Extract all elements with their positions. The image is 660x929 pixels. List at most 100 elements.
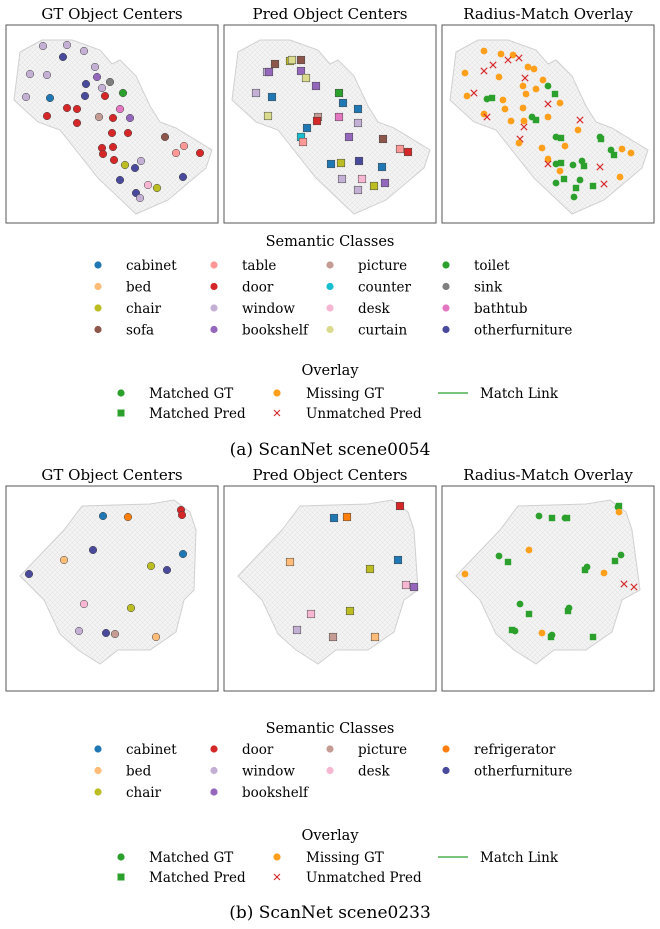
legend-door-label: door (242, 280, 274, 296)
legend-desk-label: desk (358, 301, 391, 317)
point-matched-pred (488, 94, 496, 102)
legend-chair-marker (94, 304, 102, 312)
point-door (395, 501, 405, 511)
legend-door-label: door (242, 742, 274, 758)
legend-match-link-label-b: Match Link (480, 850, 559, 866)
point-unmatched-pred (515, 54, 523, 62)
point-unmatched-pred (504, 56, 512, 64)
point-missing-gt (461, 570, 469, 578)
point-missing-gt (618, 145, 626, 153)
point-matched-pred (504, 558, 512, 566)
point-missing-gt (539, 76, 547, 84)
point-matched-pred (610, 151, 618, 159)
point-picture (94, 112, 104, 122)
legend-missing-gt-label: Missing GT (306, 386, 384, 402)
legend-door-marker (210, 745, 218, 753)
point-window (251, 88, 261, 98)
point-cabinet (393, 555, 403, 565)
legend-window-marker (210, 766, 218, 775)
point-unmatched-pred (544, 100, 552, 108)
overlay-legend-a: Matched GT Missing GT Match Link Matched… (117, 386, 559, 422)
point-cabinet (267, 92, 277, 102)
point-window (97, 83, 107, 93)
legend-matched-pred-marker (117, 409, 125, 417)
point-missing-gt (519, 104, 527, 112)
legend-match-link-label: Match Link (480, 386, 559, 402)
point-missing-gt (520, 117, 528, 125)
overlay-legend-b: Matched GT Missing GT Match Link Matched… (117, 850, 559, 886)
point-window (62, 40, 72, 50)
point-matched-gt (544, 82, 552, 90)
point-chair (146, 561, 156, 571)
point-missing-gt (524, 63, 532, 71)
point-cabinet (178, 549, 188, 559)
panel-a-overlay (441, 24, 655, 224)
point-otherfurniture (115, 175, 125, 185)
point-matched-gt (516, 600, 524, 608)
floor-map-a-overlay (449, 39, 649, 215)
point-bookshelf (344, 132, 354, 142)
legend-toilet-label: toilet (474, 258, 510, 274)
point-unmatched-pred (470, 89, 478, 97)
point-otherfurniture (130, 163, 140, 173)
point-window (21, 92, 31, 102)
legend-missing-gt-label-b: Missing GT (306, 850, 384, 866)
point-matched-pred (580, 162, 588, 170)
point-matched-pred (560, 175, 568, 183)
point-cabinet (377, 162, 387, 172)
point-bookshelf (409, 582, 419, 592)
point-otherfurniture (24, 569, 34, 579)
legend-counter-marker (326, 282, 334, 291)
legend-curtain-label: curtain (358, 323, 408, 339)
point-missing-gt (616, 173, 624, 181)
point-missing-gt (501, 105, 509, 113)
point-missing-gt (507, 117, 515, 125)
point-chair (345, 606, 355, 616)
point-otherfurniture (88, 545, 98, 555)
semantic-legend-title-b: Semantic Classes (266, 721, 395, 737)
legend-matched-gt-label-b: Matched GT (149, 850, 233, 866)
point-sofa (270, 59, 280, 69)
legend-matched-pred-marker-b (117, 873, 125, 881)
legend-matched-gt-marker-b (117, 853, 125, 861)
point-otherfurniture (354, 156, 364, 166)
point-matched-pred (589, 182, 597, 190)
point-window (135, 193, 145, 203)
point-toilet (334, 88, 344, 98)
legend-bathtub-label: bathtub (474, 301, 528, 317)
point-window (353, 118, 363, 128)
point-door (109, 155, 119, 165)
points-a-overlay (461, 47, 635, 201)
points-a-pred (251, 55, 413, 195)
point-bookshelf (296, 66, 306, 76)
point-window (292, 625, 302, 635)
point-bed (370, 632, 380, 642)
point-otherfurniture (178, 172, 188, 182)
legend-table-label: table (242, 258, 276, 274)
point-bed (285, 557, 295, 567)
figure-b: GT Object Centers Pred Object Centers Ra… (5, 466, 655, 923)
legend-sink-label: sink (474, 280, 503, 296)
point-bed (151, 632, 161, 642)
point-cabinet (45, 93, 55, 103)
point-matched-gt (495, 552, 503, 560)
point-matched-gt (578, 157, 586, 165)
point-matched-gt (552, 133, 560, 141)
legend-sofa-label: sofa (126, 323, 154, 339)
point-matched-gt (576, 176, 584, 184)
point-matched-pred (563, 514, 571, 522)
legend-bookshelf-marker (210, 325, 218, 334)
point-missing-gt (522, 90, 530, 98)
point-matched-pred (611, 557, 619, 565)
point-matched-pred (597, 135, 605, 143)
panel-b-gt (5, 485, 219, 692)
point-matched-pred (615, 502, 623, 510)
point-refrigerator (123, 512, 133, 522)
legend-chair-marker (94, 788, 102, 796)
point-door (195, 148, 205, 158)
point-bookshelf (264, 67, 274, 77)
point-window (337, 174, 347, 184)
point-missing-gt (497, 50, 505, 58)
point-missing-gt (463, 92, 471, 100)
point-picture (110, 629, 120, 639)
